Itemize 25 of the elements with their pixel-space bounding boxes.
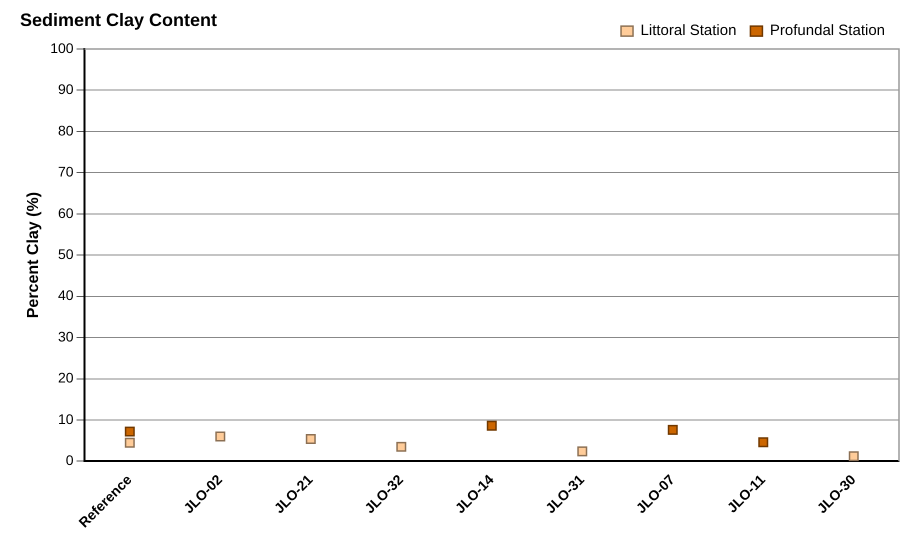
y-tick-label: 90 (58, 81, 74, 98)
y-tick-label: 40 (58, 287, 74, 304)
y-tick-label: 70 (58, 164, 74, 180)
legend-label: Profundal Station (770, 22, 885, 40)
point (306, 434, 316, 444)
y-tick-label: 10 (58, 410, 74, 427)
y-tick-label: 20 (58, 370, 74, 386)
point (124, 438, 135, 448)
y-tick-label: 0 (66, 452, 74, 468)
y-tick-label: 30 (58, 328, 74, 344)
point (848, 451, 859, 462)
y-axis-title: Percent Clay (%) (25, 192, 42, 318)
y-tick-label: 80 (58, 122, 74, 138)
y-tick-label: 60 (58, 204, 74, 221)
legend-label: Littoral Station (640, 22, 736, 40)
point (486, 420, 497, 431)
chart-title: Sediment Clay Content (20, 10, 218, 30)
point (577, 446, 588, 456)
point (124, 426, 135, 437)
point (396, 442, 406, 452)
point (758, 437, 768, 448)
point (215, 432, 226, 442)
y-tick-label: 100 (50, 40, 74, 56)
y-tick-label: 50 (58, 246, 74, 262)
point (668, 424, 678, 435)
